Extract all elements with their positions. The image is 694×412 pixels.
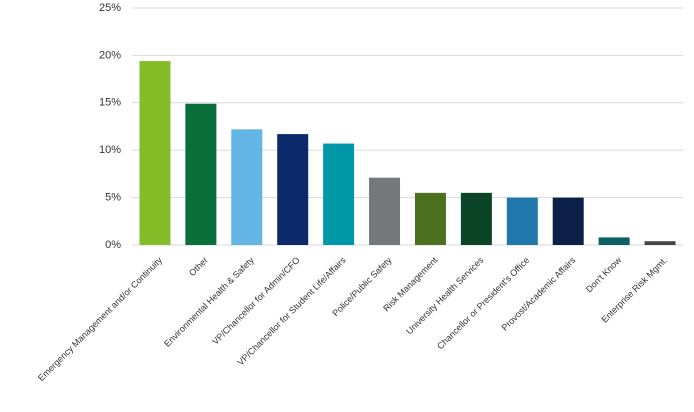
x-tick-label: Other [187, 255, 210, 278]
bar [277, 134, 309, 245]
bar [414, 192, 446, 245]
bar [323, 143, 355, 245]
x-tick-label: Provost/Academic Affairs [500, 255, 578, 333]
bar [644, 241, 676, 245]
x-tick-label: Environmental Health & Safety [162, 255, 256, 349]
bar [369, 177, 401, 245]
bar [506, 197, 538, 245]
x-tick-label: Emergency Management and/or Continuity [36, 255, 164, 383]
y-tick-label: 0% [105, 239, 121, 251]
y-tick-label: 20% [99, 49, 121, 61]
bar [598, 237, 630, 245]
bar [552, 197, 584, 245]
x-tick-label: Don't Know [584, 255, 624, 295]
y-tick-label: 25% [99, 2, 121, 14]
x-tick-label: University Health Services [404, 255, 486, 337]
bar [231, 129, 263, 245]
x-tick-label: Chancellor or President's Office [435, 255, 531, 351]
bar [139, 61, 171, 246]
bar [460, 192, 492, 245]
bar [185, 103, 217, 245]
y-tick-label: 5% [105, 192, 121, 204]
x-tick-label: VP/Chancellor for Admin/CFO [210, 255, 302, 347]
y-tick-label: 10% [99, 144, 121, 156]
y-tick-label: 15% [99, 97, 121, 109]
